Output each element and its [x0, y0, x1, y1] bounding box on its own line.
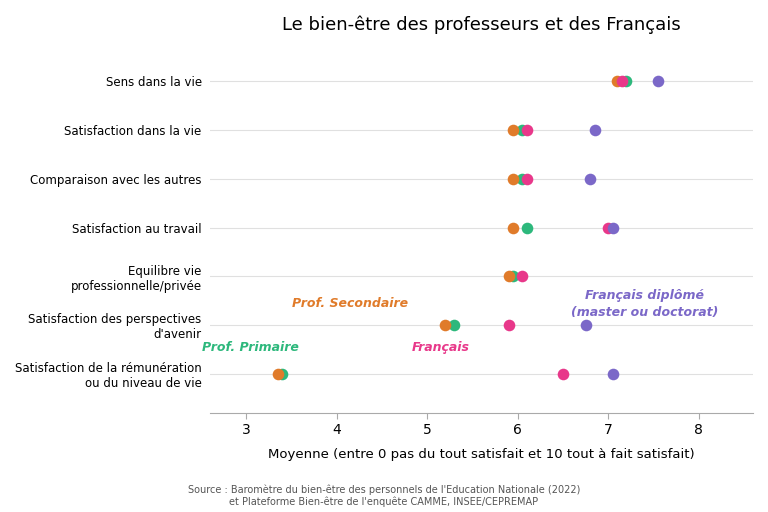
Point — [502, 321, 515, 329]
Point — [507, 175, 519, 183]
Point — [502, 272, 515, 281]
Point — [276, 370, 289, 378]
Point — [507, 272, 519, 281]
Point — [602, 223, 614, 231]
Text: Français: Français — [412, 341, 470, 354]
Point — [621, 77, 633, 86]
Point — [584, 175, 596, 183]
Point — [439, 321, 452, 329]
Point — [607, 370, 619, 378]
Point — [449, 321, 461, 329]
Point — [516, 272, 528, 281]
Point — [652, 77, 664, 86]
Text: Prof. Primaire: Prof. Primaire — [202, 341, 300, 354]
Point — [516, 126, 528, 134]
Point — [516, 175, 528, 183]
Title: Le bien-être des professeurs et des Français: Le bien-être des professeurs et des Fran… — [282, 15, 681, 33]
Point — [580, 321, 592, 329]
Point — [611, 77, 624, 86]
Point — [557, 370, 569, 378]
Point — [521, 175, 533, 183]
Point — [607, 223, 619, 231]
Point — [521, 126, 533, 134]
Point — [507, 223, 519, 231]
Point — [588, 126, 601, 134]
Point — [521, 223, 533, 231]
Point — [272, 370, 284, 378]
X-axis label: Moyenne (entre 0 pas du tout satisfait et 10 tout à fait satisfait): Moyenne (entre 0 pas du tout satisfait e… — [268, 448, 695, 461]
Point — [507, 126, 519, 134]
Text: Source : Baromètre du bien-être des personnels de l'Education Nationale (2022)
e: Source : Baromètre du bien-être des pers… — [188, 484, 580, 507]
Text: Français diplômé
(master ou doctorat): Français diplômé (master ou doctorat) — [571, 289, 718, 319]
Point — [616, 77, 628, 86]
Text: Prof. Secondaire: Prof. Secondaire — [293, 297, 409, 310]
